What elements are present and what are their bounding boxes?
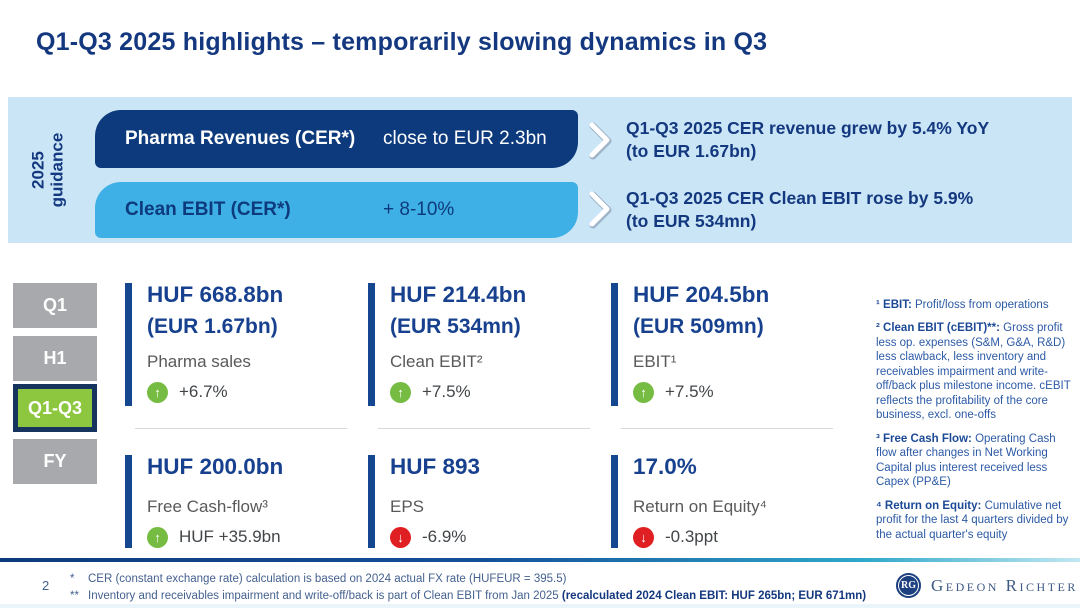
guidance-result-revenue-line1: Q1-Q3 2025 CER revenue grew by 5.4% YoY: [626, 118, 990, 138]
divider: [378, 428, 590, 429]
metric-value-secondary: (EUR 1.67bn): [147, 314, 278, 338]
period-tab-fy[interactable]: FY: [13, 439, 97, 484]
metric-label: Pharma sales: [147, 351, 251, 371]
arrow-up-icon: ↑: [147, 526, 168, 548]
definitions-footnotes: ¹ EBIT: Profit/loss from operations ² Cl…: [876, 298, 1076, 551]
metric-change: +7.5%: [665, 382, 714, 401]
guidance-banner: 2025 guidance Pharma Revenues (CER*) clo…: [8, 97, 1072, 243]
arrow-up-icon: ↑: [147, 381, 168, 403]
arrow-down-icon: ↓: [633, 526, 654, 548]
footer-note-cer: * CER (constant exchange rate) calculati…: [70, 571, 866, 588]
guidance-pill-revenue: Pharma Revenues (CER*) close to EUR 2.3b…: [95, 110, 578, 168]
metric-label: Clean EBIT²: [390, 351, 483, 371]
metric-value: HUF 668.8bn: [147, 282, 284, 307]
chevron-right-icon: [589, 191, 612, 229]
card-accent-bar: [368, 455, 375, 548]
arrow-up-icon: ↑: [633, 381, 654, 403]
company-logo: RG Gedeon Richter: [896, 573, 1078, 598]
card-accent-bar: [125, 455, 132, 548]
metric-card-clean-ebit: HUF 214.4bn (EUR 534mn) Clean EBIT² ↑ +7…: [368, 283, 606, 406]
period-tab-q1q3[interactable]: Q1-Q3: [13, 384, 97, 432]
footer-note-text: CER (constant exchange rate) calculation…: [88, 573, 567, 585]
metric-value: HUF 200.0bn: [147, 454, 284, 479]
footer-note-text-regular: Inventory and receivables impairment and…: [88, 590, 562, 603]
footnote-free-cash-flow: ³ Free Cash Flow: Operating Cash flow af…: [876, 432, 1076, 490]
guidance-result-revenue-line2: (to EUR 1.67bn): [626, 140, 757, 161]
metric-card-pharma-sales: HUF 668.8bn (EUR 1.67bn) Pharma sales ↑ …: [125, 283, 363, 406]
bottom-edge-strip: [0, 604, 1080, 608]
metric-card-ebit: HUF 204.5bn (EUR 509mn) EBIT¹ ↑ +7.5%: [611, 283, 849, 406]
metric-value-secondary: (EUR 534mn): [390, 314, 521, 338]
metric-label: EBIT¹: [633, 351, 677, 371]
richter-wordmark: Gedeon Richter: [931, 575, 1078, 595]
footer-note-text: Inventory and receivables impairment and…: [88, 588, 866, 605]
guidance-rotated-label: 2025 guidance: [8, 97, 86, 243]
footnote-body: Gross profit less op. expenses (S&M, G&A…: [876, 322, 1071, 422]
metric-change: -0.3ppt: [665, 527, 718, 546]
footer-notes: * CER (constant exchange rate) calculati…: [70, 571, 866, 606]
guidance-pill-ebit-name: Clean EBIT (CER*): [125, 199, 291, 220]
card-accent-bar: [611, 455, 618, 548]
footnote-body: Operating Cash flow after changes in Net…: [876, 432, 1056, 489]
guidance-result-ebit-line1: Q1-Q3 2025 CER Clean EBIT rose by 5.9%: [626, 188, 974, 208]
guidance-pill-ebit: Clean EBIT (CER*) + 8-10%: [95, 182, 578, 238]
footnote-ebit: ¹ EBIT: Profit/loss from operations: [876, 298, 1076, 312]
metric-change: HUF +35.9bn: [179, 527, 281, 546]
footer-note-text-bold: (recalculated 2024 Clean EBIT: HUF 265bn…: [561, 590, 867, 603]
card-accent-bar: [611, 283, 618, 406]
metric-value-secondary: (EUR 509mn): [633, 314, 764, 338]
chevron-right-icon: [589, 122, 612, 160]
metric-change: +6.7%: [179, 382, 228, 401]
metric-label: EPS: [390, 496, 425, 516]
guidance-result-ebit-line2: (to EUR 534mn): [626, 210, 757, 231]
asterisk-marker: *: [70, 573, 75, 585]
guidance-label-word: guidance: [47, 132, 66, 208]
guidance-result-revenue: Q1-Q3 2025 CER revenue grew by 5.4% YoY …: [626, 117, 989, 163]
footnote-head: ³ Free Cash Flow:: [876, 432, 972, 445]
guidance-pill-revenue-name: Pharma Revenues (CER*): [125, 128, 356, 149]
metric-card-return-on-equity: 17.0% Return on Equity⁴ ↓ -0.3ppt: [611, 455, 849, 548]
guidance-pill-revenue-target: close to EUR 2.3bn: [383, 128, 547, 149]
page-number: 2: [42, 578, 50, 593]
footnote-clean-ebit: ² Clean EBIT (cEBIT)**: Gross profit les…: [876, 321, 1076, 422]
page-title: Q1-Q3 2025 highlights – temporarily slow…: [36, 28, 768, 56]
guidance-result-ebit: Q1-Q3 2025 CER Clean EBIT rose by 5.9% (…: [626, 187, 973, 233]
footer-divider-gradient: [0, 558, 1080, 562]
footer-note-inventory: ** Inventory and receivables impairment …: [70, 588, 866, 605]
footnote-head: ¹ EBIT:: [876, 299, 912, 311]
metric-change: -6.9%: [422, 527, 467, 546]
footnote-return-on-equity: ⁴ Return on Equity: Cumulative net profi…: [876, 499, 1076, 542]
card-accent-bar: [125, 283, 132, 406]
metric-value: 17.0%: [633, 454, 697, 479]
divider: [621, 428, 833, 429]
footnote-body: Profit/loss from operations: [914, 299, 1049, 311]
divider: [135, 428, 347, 429]
period-tab-h1[interactable]: H1: [13, 336, 97, 381]
guidance-label-year: 2025: [27, 151, 47, 189]
arrow-down-icon: ↓: [390, 526, 411, 548]
metric-label: Free Cash-flow³: [147, 496, 268, 516]
card-accent-bar: [368, 283, 375, 406]
metric-card-eps: HUF 893 EPS ↓ -6.9%: [368, 455, 606, 548]
metric-value: HUF 214.4bn: [390, 282, 527, 307]
period-tab-q1[interactable]: Q1: [13, 283, 97, 328]
asterisk-marker: **: [70, 590, 79, 603]
metric-label: Return on Equity⁴: [633, 496, 767, 516]
guidance-pill-ebit-target: + 8-10%: [383, 199, 455, 220]
footnote-body: Cumulative net profit for the last 4 qua…: [876, 499, 1069, 541]
metric-change: +7.5%: [422, 382, 471, 401]
metric-value: HUF 893: [390, 454, 481, 479]
metric-value: HUF 204.5bn: [633, 282, 770, 307]
metric-card-free-cash-flow: HUF 200.0bn Free Cash-flow³ ↑ HUF +35.9b…: [125, 455, 363, 548]
footnote-head: ⁴ Return on Equity:: [876, 499, 982, 512]
arrow-up-icon: ↑: [390, 381, 411, 403]
richter-monogram-icon: RG: [896, 573, 921, 598]
footnote-head: ² Clean EBIT (cEBIT)**:: [876, 322, 1000, 335]
